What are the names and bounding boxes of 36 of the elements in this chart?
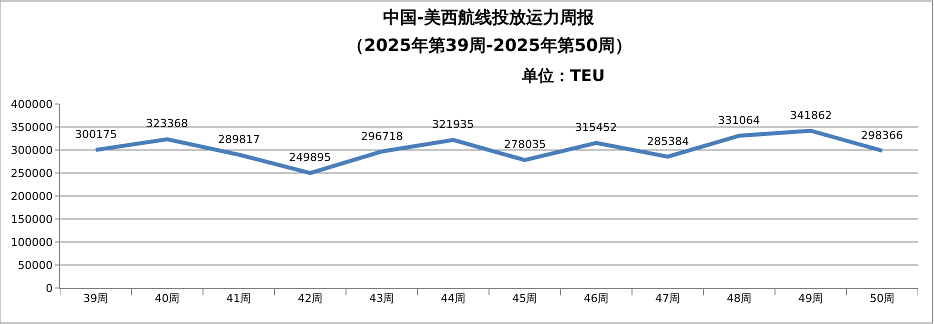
- x-tick-label: 49周: [798, 292, 824, 306]
- x-tick-label: 45周: [512, 292, 538, 306]
- x-tick-label: 39周: [83, 292, 108, 306]
- chart-subtitle: （2025年第39周-2025年第50周）: [347, 36, 632, 56]
- y-tick-label: 400000: [10, 98, 53, 111]
- x-tick-label: 46周: [584, 292, 609, 306]
- data-label: 331064: [718, 114, 760, 127]
- data-label: 321935: [432, 118, 474, 131]
- y-tick-label: 50000: [18, 258, 53, 272]
- x-tick-label: 42周: [298, 292, 323, 306]
- data-label: 315452: [575, 121, 617, 134]
- y-tick-label: 300000: [10, 144, 53, 157]
- data-label: 300175: [75, 128, 117, 141]
- x-tick-label: 48周: [726, 292, 752, 306]
- y-tick-label: 350000: [10, 120, 53, 134]
- y-tick-label: 100000: [10, 236, 53, 249]
- x-tick-label: 44周: [440, 292, 466, 306]
- chart-title: 中国-美西航线投放运力周报: [383, 8, 596, 28]
- data-label: 289817: [218, 133, 260, 146]
- data-label: 323368: [146, 117, 188, 130]
- x-tick-label: 47周: [655, 292, 680, 306]
- data-label: 298366: [861, 129, 903, 142]
- text: 单位：TEU: [521, 66, 605, 85]
- x-tick-label: 40周: [154, 292, 180, 306]
- x-tick-label: 50周: [870, 292, 895, 306]
- data-label: 249895: [289, 151, 331, 164]
- data-label: 278035: [504, 138, 546, 151]
- y-tick-label: 150000: [10, 212, 53, 226]
- data-label: 285384: [647, 135, 689, 148]
- y-tick-label: 250000: [10, 166, 53, 180]
- data-label: 296718: [361, 130, 403, 143]
- x-tick-label: 43周: [369, 292, 394, 306]
- y-tick-label: 200000: [10, 190, 53, 203]
- y-tick-label: 0: [46, 282, 53, 295]
- x-tick-label: 41周: [226, 292, 252, 306]
- data-label: 341862: [790, 109, 832, 122]
